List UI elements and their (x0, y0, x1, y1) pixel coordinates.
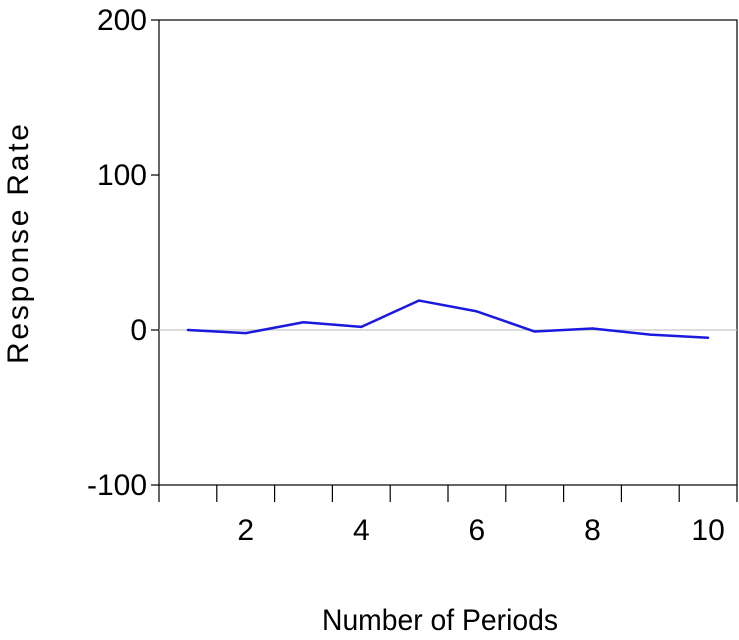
data-point (475, 310, 479, 313)
series-layer (186, 299, 710, 339)
x-tick-label: 6 (469, 514, 486, 547)
x-tick-label: 10 (691, 514, 724, 547)
data-point (649, 333, 652, 336)
y-tick-label: -100 (87, 469, 147, 502)
data-point (186, 328, 190, 332)
x-axis-ticks: 2 4 6 8 10 (158, 485, 738, 547)
x-axis-title: Number of Periods (322, 604, 558, 637)
data-point (533, 330, 536, 333)
data-point (417, 299, 421, 302)
y-axis-title: Response Rate (2, 124, 35, 364)
y-tick-label: 200 (97, 4, 147, 37)
x-tick-label: 2 (237, 514, 254, 547)
series-line (187, 299, 709, 339)
x-tick-label: 4 (353, 514, 370, 547)
data-point (360, 325, 363, 329)
plot-frame (158, 19, 738, 486)
y-tick-label: 100 (97, 159, 147, 192)
y-tick-label: 0 (130, 314, 147, 347)
y-axis-ticks: -100 0 100 200 (87, 4, 159, 502)
data-point (302, 321, 305, 324)
data-point (591, 327, 594, 330)
data-point (706, 336, 710, 339)
data-point (244, 331, 247, 335)
x-tick-label: 8 (584, 514, 601, 547)
